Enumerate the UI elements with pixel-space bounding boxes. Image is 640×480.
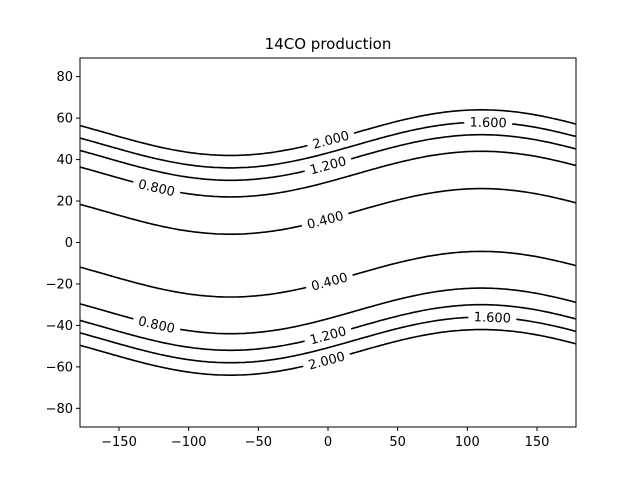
x-tick-label: 150 bbox=[525, 435, 550, 450]
y-tick-label: 80 bbox=[56, 70, 73, 85]
contour-label-gap bbox=[131, 174, 182, 201]
contour-label-1.600-south: 1.600 bbox=[468, 308, 517, 327]
contour-label-gap bbox=[468, 308, 517, 327]
contour-label-gap bbox=[464, 113, 513, 131]
x-tick-label: 100 bbox=[455, 435, 480, 450]
x-axis: −150 −100 −50 0 50 100 150 bbox=[101, 427, 549, 450]
y-tick-label: 0 bbox=[65, 236, 73, 251]
x-tick-label: −50 bbox=[245, 435, 272, 450]
y-tick-label: −40 bbox=[46, 319, 73, 334]
y-tick-label: −60 bbox=[46, 360, 73, 375]
y-tick-label: 60 bbox=[56, 112, 73, 127]
y-axis: −80 −60 −40 −20 0 20 40 60 80 bbox=[46, 70, 80, 417]
contour-label-gap bbox=[305, 125, 357, 154]
y-tick-label: −20 bbox=[46, 277, 73, 292]
y-tick-label: 40 bbox=[56, 153, 73, 168]
x-tick-label: −100 bbox=[171, 435, 207, 450]
y-tick-label: −80 bbox=[46, 402, 73, 417]
y-tick-label: 20 bbox=[56, 195, 73, 210]
contour-label-text: 1.600 bbox=[473, 310, 511, 326]
x-tick-label: 0 bbox=[324, 435, 332, 450]
x-tick-label: −150 bbox=[101, 435, 137, 450]
contour-label-gap bbox=[131, 311, 182, 338]
x-tick-label: 50 bbox=[389, 435, 406, 450]
chart-title: 14CO production bbox=[265, 35, 392, 53]
contour-label-1.600-north: 1.600 bbox=[464, 113, 513, 131]
contour-label-gap bbox=[302, 321, 354, 350]
contour-label-gap bbox=[299, 206, 351, 234]
contour-label-gap bbox=[302, 151, 354, 180]
contour-label-gap bbox=[301, 346, 352, 375]
contour-label-gap bbox=[304, 267, 355, 296]
contour-label-text: 1.600 bbox=[469, 115, 507, 131]
